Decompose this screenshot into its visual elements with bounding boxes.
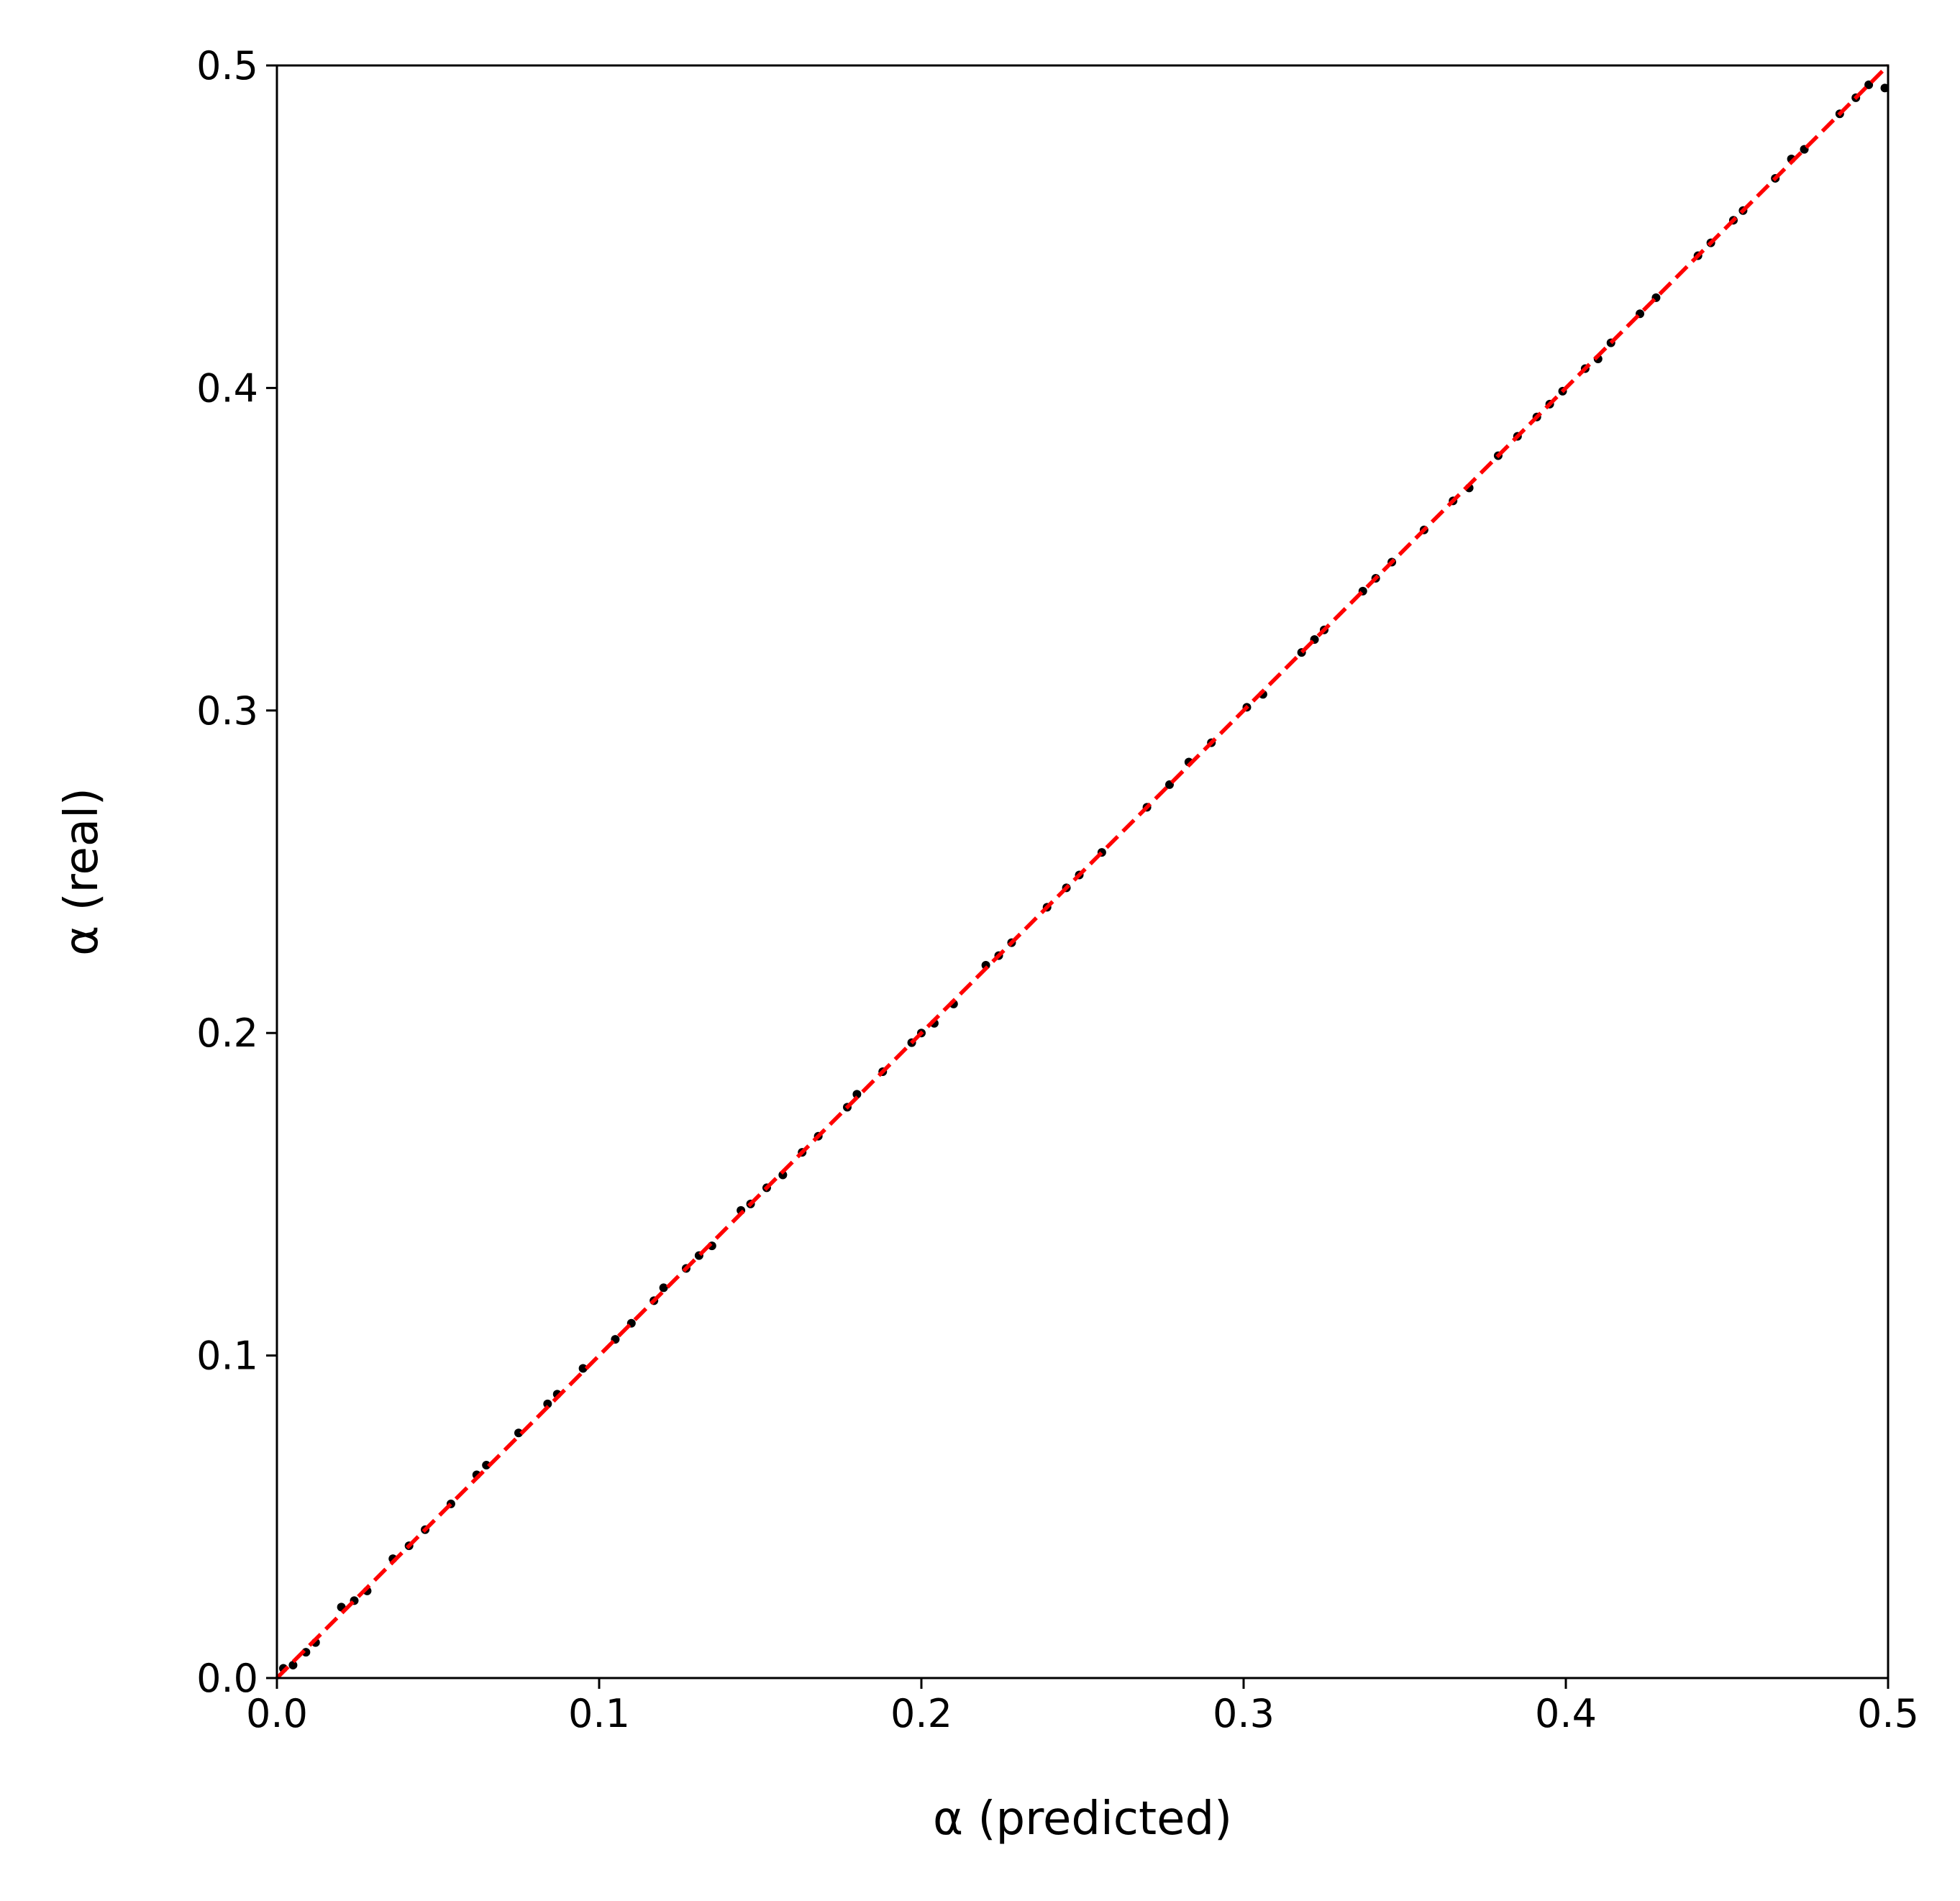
x-tick-label: 0.2 [890,1691,952,1736]
scatter-point [514,1428,523,1438]
y-axis-label: α (real) [55,788,109,956]
scatter-point [482,1461,491,1470]
x-tick-label: 0.3 [1213,1691,1275,1736]
scatter-point [288,1661,298,1670]
x-tick-label: 0.5 [1857,1691,1919,1736]
y-tick-label: 0.0 [196,1656,258,1701]
x-axis-label: α (predicted) [933,1792,1232,1846]
reference-line [275,64,1890,1679]
y-tick-label: 0.3 [196,688,258,734]
scatter-point [578,1364,588,1373]
scatter-point [778,1170,788,1180]
scatter-point [543,1399,552,1408]
x-tick-label: 0.4 [1535,1691,1597,1736]
scatter-point [659,1283,668,1293]
y-tick-label: 0.5 [196,43,258,88]
y-tick-label: 0.4 [196,365,258,411]
y-tick-label: 0.2 [196,1011,258,1056]
scatter-point [1864,80,1874,89]
x-tick-label: 0.1 [568,1691,630,1736]
axes-frame [275,64,1890,1679]
x-tick-label: 0.0 [246,1691,308,1736]
y-tick-label: 0.1 [196,1334,258,1379]
scatter-point [852,1090,862,1099]
